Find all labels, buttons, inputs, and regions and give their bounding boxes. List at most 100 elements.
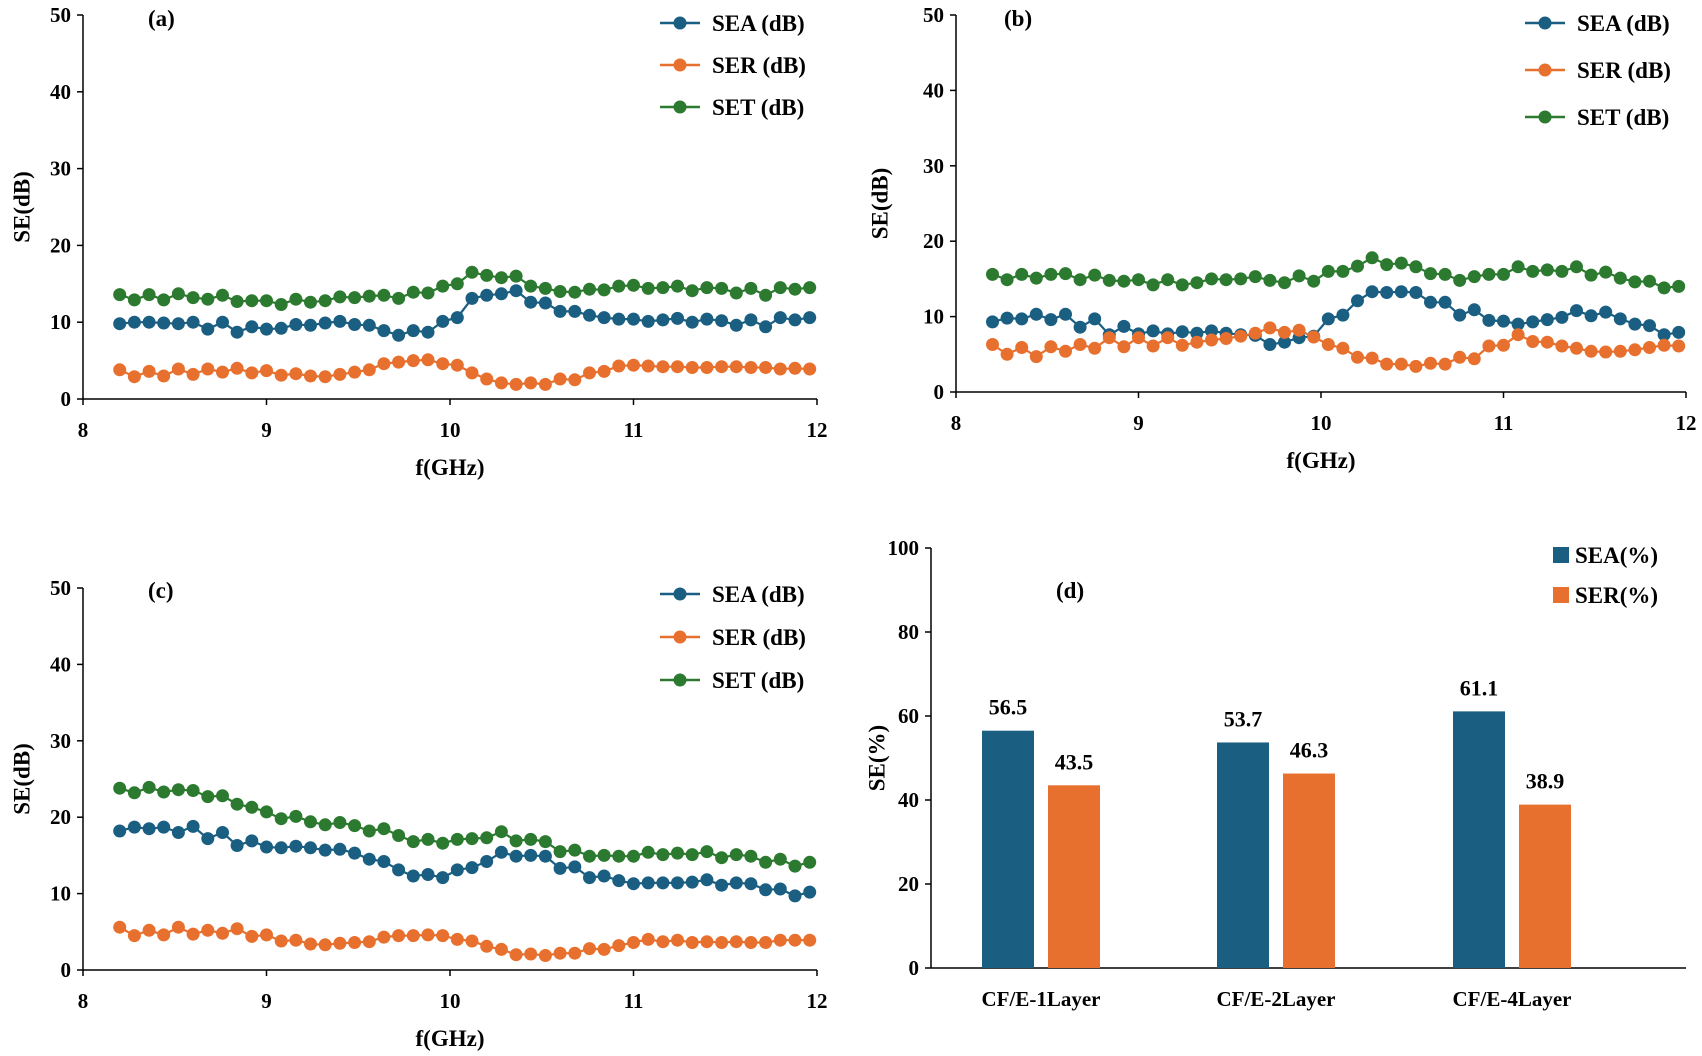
data-point-ser (685, 361, 699, 374)
data-point-sea (289, 839, 303, 853)
data-point-ser (1000, 347, 1014, 361)
data-point-set (1555, 264, 1569, 278)
data-point-set (216, 288, 229, 302)
data-point-set (1205, 272, 1218, 286)
data-point-ser (494, 942, 508, 956)
data-point-set (627, 849, 640, 863)
legend-label-ser: SER (dB) (712, 53, 806, 78)
data-point-set (1365, 251, 1379, 265)
data-point-ser (744, 361, 758, 374)
data-point-sea (1059, 307, 1072, 321)
category-label: CF/E-4Layer (1453, 987, 1572, 1011)
data-point-ser (450, 932, 464, 946)
data-point-sea (803, 885, 817, 899)
legend-label-set: SET (dB) (712, 668, 804, 693)
x-tick-label: 10 (1311, 411, 1332, 435)
bar-sea (1217, 742, 1269, 968)
data-point-set (538, 835, 552, 849)
panel-c: 0 10 20 30 40 50 SE(dB) (c) SEA (dB) SER (dB) SET … (10, 576, 828, 1051)
data-point-ser (142, 364, 156, 378)
data-point-ser (1438, 357, 1452, 371)
data-point-sea (744, 877, 758, 891)
data-point-ser (1307, 330, 1321, 344)
legend-marker-set (1538, 110, 1552, 124)
data-point-ser (524, 947, 538, 961)
x-tick-label: 12 (1676, 411, 1697, 435)
data-point-ser (1044, 340, 1058, 354)
data-point-sea (641, 314, 655, 328)
data-point-sea (171, 826, 185, 839)
data-point-ser (1497, 338, 1510, 352)
data-point-ser (729, 935, 743, 949)
data-point-set (1307, 274, 1321, 288)
data-point-set (1672, 279, 1686, 293)
data-point-ser (553, 946, 567, 960)
data-point-set (1438, 267, 1452, 281)
data-point-set (1380, 258, 1394, 272)
data-point-set (685, 848, 699, 862)
legend-label-sea: SEA (dB) (1577, 11, 1670, 36)
data-point-ser (1073, 338, 1087, 351)
data-point-sea (348, 846, 362, 860)
data-point-sea (583, 308, 596, 322)
data-point-set (656, 281, 670, 295)
data-point-sea (568, 860, 582, 874)
data-point-sea (304, 318, 317, 332)
data-point-sea (583, 871, 596, 885)
data-point-ser (612, 359, 626, 373)
data-point-ser (142, 923, 156, 937)
data-point-ser (1467, 352, 1481, 366)
data-point-set (509, 269, 523, 283)
data-point-ser (597, 364, 611, 378)
data-point-ser (1088, 341, 1102, 355)
data-point-ser (1643, 341, 1656, 354)
data-point-sea (627, 877, 640, 891)
data-point-sea (113, 317, 127, 331)
x-tick-label: 11 (624, 418, 644, 442)
data-point-set (715, 281, 729, 295)
category-label: CF/E-2Layer (1217, 987, 1336, 1011)
x-tick-label: 10 (440, 989, 461, 1013)
data-point-ser (1234, 329, 1248, 343)
data-point-set (597, 283, 611, 297)
data-point-ser (553, 372, 567, 386)
y-tick-label: 60 (898, 704, 919, 728)
x-axis-title: f(GHz) (416, 1026, 485, 1051)
data-point-set (274, 812, 288, 826)
data-point-ser (671, 360, 684, 374)
data-point-set (700, 281, 714, 295)
data-point-sea (986, 315, 999, 329)
data-point-set (583, 282, 596, 296)
data-point-set (216, 789, 229, 803)
data-point-ser (230, 361, 244, 375)
data-point-set (304, 815, 317, 829)
y-tick-label: 80 (898, 620, 919, 644)
data-point-set (260, 805, 273, 819)
data-point-ser (465, 934, 479, 948)
data-point-ser (274, 934, 288, 948)
data-point-ser (1409, 359, 1423, 373)
data-point-sea (1613, 312, 1627, 326)
legend-label-ser: SER (dB) (712, 625, 806, 650)
data-point-ser (450, 358, 464, 372)
data-point-ser (1102, 331, 1116, 345)
data-point-set (788, 859, 802, 873)
data-point-sea (1205, 324, 1218, 338)
data-point-ser (216, 926, 229, 940)
data-point-ser (362, 935, 376, 949)
data-point-set (1657, 281, 1671, 295)
data-point-set (1540, 263, 1554, 277)
data-point-sea (1278, 335, 1291, 349)
data-point-ser (1248, 326, 1262, 340)
data-point-set (274, 298, 288, 311)
legend-swatch-ser (1553, 587, 1569, 603)
data-point-set (1453, 273, 1467, 287)
data-point-ser (201, 923, 215, 937)
data-point-sea (142, 315, 156, 329)
data-point-ser (348, 365, 362, 379)
data-point-ser (245, 366, 259, 380)
data-point-ser (759, 361, 773, 374)
data-point-sea (1029, 307, 1043, 321)
data-point-sea (1015, 312, 1029, 326)
data-point-sea (1643, 319, 1656, 333)
